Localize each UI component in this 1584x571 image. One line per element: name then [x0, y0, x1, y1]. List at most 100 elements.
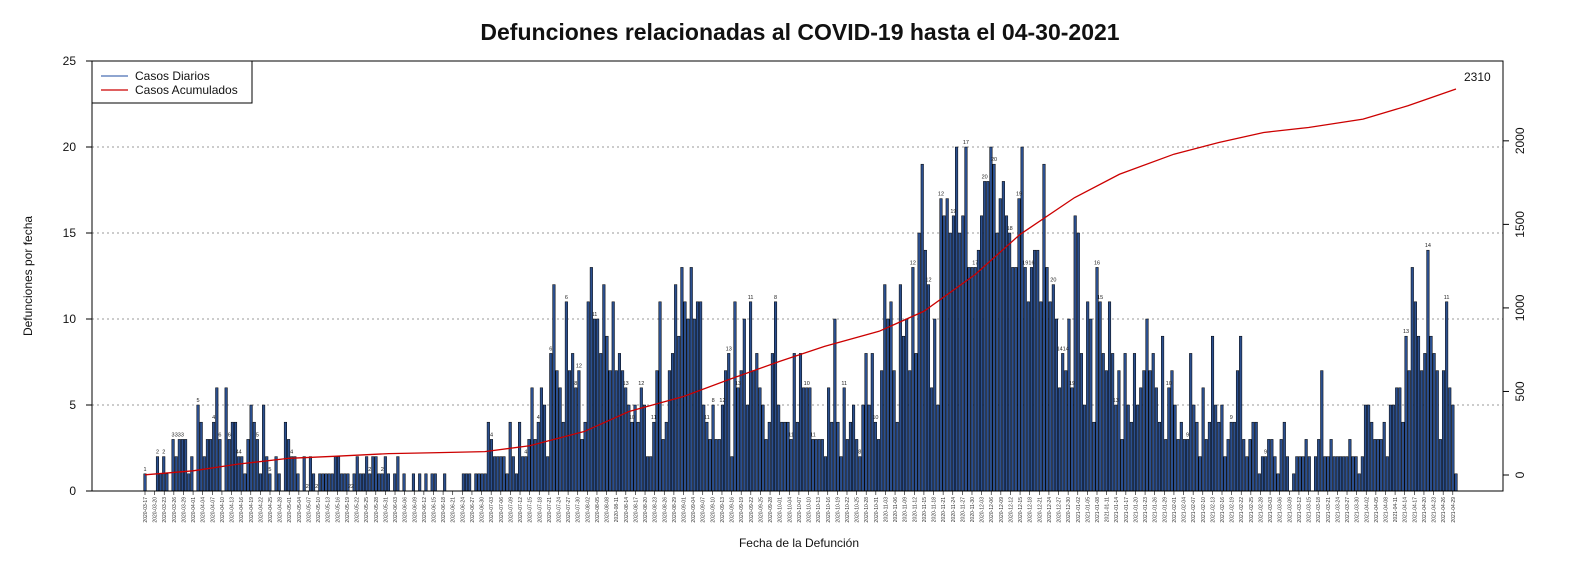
x-axis-title: Fecha de la Defunción — [739, 536, 859, 550]
x-tick-label: 2021-01-02 — [1076, 497, 1082, 523]
bar-value-label: 13 — [1403, 329, 1409, 335]
daily-bar — [1423, 353, 1427, 492]
x-tick-label: 2021-03-21 — [1326, 497, 1332, 523]
daily-bar — [761, 404, 765, 492]
x-tick-label: 2021-02-25 — [1249, 497, 1255, 523]
daily-bar — [802, 387, 806, 492]
x-tick-label: 2021-01-20 — [1133, 497, 1139, 523]
x-tick-label: 2021-03-27 — [1345, 497, 1351, 523]
daily-bar — [524, 456, 528, 492]
daily-bar — [1354, 456, 1358, 492]
x-tick-label: 2020-09-28 — [768, 497, 774, 523]
daily-bar — [1061, 353, 1065, 492]
daily-bar — [939, 198, 943, 492]
x-tick-label: 2020-11-27 — [960, 497, 966, 522]
daily-bar — [461, 473, 465, 492]
daily-bar — [1223, 456, 1227, 492]
daily-bar — [464, 473, 469, 492]
daily-bar — [1373, 439, 1377, 492]
daily-bar — [1086, 301, 1090, 492]
bar-value-label: 17 — [972, 260, 978, 266]
daily-bar — [1345, 456, 1349, 492]
daily-bar — [1254, 421, 1258, 492]
daily-bar — [433, 473, 437, 492]
x-tick-label: 2021-01-05 — [1085, 497, 1091, 523]
x-tick-label: 2020-10-04 — [787, 497, 793, 523]
daily-bar — [1220, 404, 1224, 492]
x-tick-label: 2021-04-11 — [1393, 497, 1399, 522]
daily-bar — [951, 215, 955, 492]
daily-bar — [1357, 473, 1361, 492]
daily-bar — [505, 473, 509, 492]
daily-bar — [767, 421, 771, 492]
x-tick-label: 2020-06-24 — [460, 497, 466, 523]
bar-value-label: 4 — [490, 432, 493, 438]
daily-bar — [174, 456, 178, 492]
bar-value-label: 20 — [1050, 278, 1056, 284]
x-tick-label: 2020-08-05 — [595, 497, 601, 523]
daily-bar — [992, 163, 996, 492]
bar-value-label: 333 — [175, 432, 184, 438]
x-tick-label: 2021-04-14 — [1403, 497, 1409, 523]
daily-bar — [212, 421, 216, 492]
daily-bar — [686, 318, 690, 492]
daily-bar — [518, 421, 522, 492]
daily-bar — [1276, 473, 1280, 492]
daily-bar — [958, 232, 962, 492]
daily-bar — [268, 473, 272, 492]
x-tick-label: 2020-08-29 — [672, 497, 678, 523]
x-tick-label: 2020-07-27 — [566, 497, 572, 523]
x-tick-label: 2020-05-01 — [287, 497, 293, 523]
daily-bar — [877, 439, 881, 492]
daily-bar — [755, 353, 759, 492]
x-axis: 2020-03-17 2020-03-20 2020-03-23 2020-03-26… — [143, 491, 1457, 523]
daily-bar — [1054, 318, 1058, 492]
x-tick-label: 2020-09-22 — [749, 497, 755, 523]
y-axis-right: 0 500 1000 1500 2000 — [1503, 127, 1527, 478]
x-tick-label: 2021-01-29 — [1162, 497, 1168, 523]
daily-bar — [574, 387, 578, 492]
daily-bar — [1338, 456, 1343, 492]
daily-bar — [533, 439, 537, 492]
daily-bar — [1329, 439, 1333, 492]
daily-bar — [209, 439, 213, 492]
daily-bar — [296, 473, 300, 492]
x-tick-label: 2020-06-12 — [422, 497, 428, 523]
daily-bar — [1245, 456, 1249, 492]
bar-value-label: 2 — [381, 467, 384, 473]
legend: Casos Diarios Casos Acumulados — [91, 60, 253, 104]
daily-bar — [1232, 421, 1236, 492]
daily-bar — [714, 439, 718, 492]
x-tick-label: 2020-08-11 — [614, 497, 620, 522]
daily-bar — [1114, 404, 1118, 492]
daily-bar — [692, 318, 696, 492]
daily-bar — [1435, 370, 1439, 492]
bar-value-label: 11 — [788, 432, 794, 438]
daily-bar — [1033, 249, 1037, 492]
bar-value-label: 4 — [290, 450, 293, 456]
daily-bar — [558, 387, 562, 492]
x-tick-label: 2020-04-28 — [278, 497, 284, 523]
daily-bar — [705, 421, 709, 492]
cumulative-line-group — [144, 88, 1457, 476]
x-tick-label: 2021-04-17 — [1412, 497, 1418, 523]
daily-bar — [1048, 301, 1052, 492]
daily-bar — [783, 421, 787, 492]
daily-bar — [1217, 421, 1221, 492]
x-tick-label: 2021-02-13 — [1210, 497, 1216, 523]
daily-bar — [1382, 421, 1386, 492]
daily-bar — [870, 353, 874, 492]
x-tick-label: 2020-12-18 — [1028, 497, 1034, 523]
daily-bar — [402, 473, 406, 492]
x-tick-label: 2020-10-07 — [797, 497, 803, 523]
daily-bar — [1438, 439, 1442, 492]
x-tick-label: 2020-10-22 — [845, 497, 851, 523]
daily-bar — [1073, 215, 1077, 492]
x-tick-label: 2021-01-26 — [1153, 497, 1159, 523]
daily-bar — [724, 370, 728, 492]
daily-bar — [1398, 387, 1402, 492]
daily-bar — [855, 439, 859, 492]
daily-bar — [967, 267, 971, 492]
daily-bar — [976, 249, 980, 492]
